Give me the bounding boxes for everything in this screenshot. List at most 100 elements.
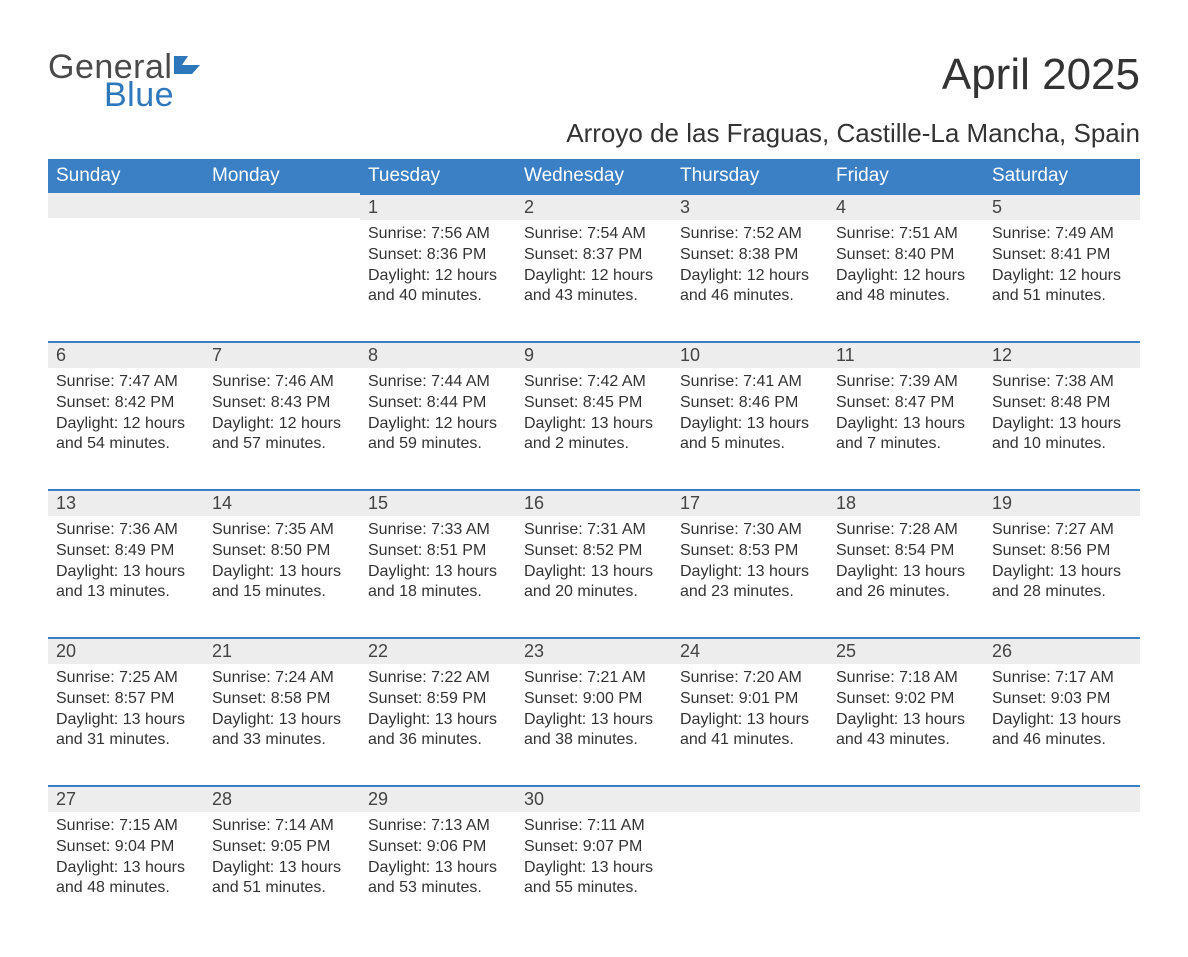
sunrise-line: Sunrise: 7:11 AM: [524, 816, 664, 837]
daylight-line: Daylight: 12 hours and 48 minutes.: [836, 266, 976, 308]
day-details: Sunrise: 7:44 AMSunset: 8:44 PMDaylight:…: [360, 368, 516, 471]
sunset-line: Sunset: 8:37 PM: [524, 245, 664, 266]
sunrise-line: Sunrise: 7:47 AM: [56, 372, 196, 393]
daylight-line: Daylight: 13 hours and 18 minutes.: [368, 562, 508, 604]
sunrise-line: Sunrise: 7:44 AM: [368, 372, 508, 393]
daylight-line: Daylight: 13 hours and 48 minutes.: [56, 858, 196, 900]
calendar-week-row: 20Sunrise: 7:25 AMSunset: 8:57 PMDayligh…: [48, 637, 1140, 769]
sunrise-line: Sunrise: 7:25 AM: [56, 668, 196, 689]
day-details: Sunrise: 7:46 AMSunset: 8:43 PMDaylight:…: [204, 368, 360, 471]
weekday-header: Tuesday: [360, 159, 516, 193]
day-number-row: [48, 193, 204, 218]
calendar-week-row: 27Sunrise: 7:15 AMSunset: 9:04 PMDayligh…: [48, 785, 1140, 917]
calendar-day-cell: 24Sunrise: 7:20 AMSunset: 9:01 PMDayligh…: [672, 637, 828, 769]
sunset-line: Sunset: 9:04 PM: [56, 837, 196, 858]
daylight-line: Daylight: 13 hours and 51 minutes.: [212, 858, 352, 900]
day-number-row: 22: [360, 637, 516, 664]
sunrise-line: Sunrise: 7:41 AM: [680, 372, 820, 393]
day-number-row: [828, 785, 984, 812]
calendar-day-cell: 19Sunrise: 7:27 AMSunset: 8:56 PMDayligh…: [984, 489, 1140, 621]
day-details: Sunrise: 7:39 AMSunset: 8:47 PMDaylight:…: [828, 368, 984, 471]
sunrise-line: Sunrise: 7:42 AM: [524, 372, 664, 393]
day-number-row: 19: [984, 489, 1140, 516]
day-number-row: 18: [828, 489, 984, 516]
day-number-row: 4: [828, 193, 984, 220]
weekday-header: Thursday: [672, 159, 828, 193]
day-details: Sunrise: 7:21 AMSunset: 9:00 PMDaylight:…: [516, 664, 672, 767]
day-details: Sunrise: 7:42 AMSunset: 8:45 PMDaylight:…: [516, 368, 672, 471]
day-details: Sunrise: 7:52 AMSunset: 8:38 PMDaylight:…: [672, 220, 828, 323]
day-number-row: 8: [360, 341, 516, 368]
calendar-day-cell: 4Sunrise: 7:51 AMSunset: 8:40 PMDaylight…: [828, 193, 984, 325]
sunrise-line: Sunrise: 7:14 AM: [212, 816, 352, 837]
sunset-line: Sunset: 8:56 PM: [992, 541, 1132, 562]
sunrise-line: Sunrise: 7:54 AM: [524, 224, 664, 245]
day-details: Sunrise: 7:20 AMSunset: 9:01 PMDaylight:…: [672, 664, 828, 767]
sunrise-line: Sunrise: 7:36 AM: [56, 520, 196, 541]
calendar-day-cell: 21Sunrise: 7:24 AMSunset: 8:58 PMDayligh…: [204, 637, 360, 769]
day-number-row: 28: [204, 785, 360, 812]
week-spacer: [48, 325, 1140, 341]
calendar-day-cell: 13Sunrise: 7:36 AMSunset: 8:49 PMDayligh…: [48, 489, 204, 621]
sunrise-line: Sunrise: 7:38 AM: [992, 372, 1132, 393]
weekday-header: Sunday: [48, 159, 204, 193]
daylight-line: Daylight: 12 hours and 54 minutes.: [56, 414, 196, 456]
brand-flag-icon: [174, 52, 204, 78]
calendar-day-cell: 22Sunrise: 7:22 AMSunset: 8:59 PMDayligh…: [360, 637, 516, 769]
sunset-line: Sunset: 9:01 PM: [680, 689, 820, 710]
daylight-line: Daylight: 13 hours and 26 minutes.: [836, 562, 976, 604]
calendar-body: 1Sunrise: 7:56 AMSunset: 8:36 PMDaylight…: [48, 193, 1140, 917]
day-details: Sunrise: 7:49 AMSunset: 8:41 PMDaylight:…: [984, 220, 1140, 323]
day-number-row: 14: [204, 489, 360, 516]
calendar-day-cell: 27Sunrise: 7:15 AMSunset: 9:04 PMDayligh…: [48, 785, 204, 917]
calendar-day-cell: 18Sunrise: 7:28 AMSunset: 8:54 PMDayligh…: [828, 489, 984, 621]
day-number-row: 27: [48, 785, 204, 812]
daylight-line: Daylight: 13 hours and 13 minutes.: [56, 562, 196, 604]
brand-logo: General Blue: [48, 50, 204, 112]
sunrise-line: Sunrise: 7:52 AM: [680, 224, 820, 245]
calendar-day-cell: [204, 193, 360, 325]
day-number-row: 30: [516, 785, 672, 812]
calendar-day-cell: [672, 785, 828, 917]
sunrise-line: Sunrise: 7:51 AM: [836, 224, 976, 245]
daylight-line: Daylight: 12 hours and 51 minutes.: [992, 266, 1132, 308]
day-number-row: 1: [360, 193, 516, 220]
day-number-row: 10: [672, 341, 828, 368]
sunset-line: Sunset: 8:58 PM: [212, 689, 352, 710]
weekday-header: Friday: [828, 159, 984, 193]
day-number-row: 6: [48, 341, 204, 368]
calendar-day-cell: 20Sunrise: 7:25 AMSunset: 8:57 PMDayligh…: [48, 637, 204, 769]
sunrise-line: Sunrise: 7:49 AM: [992, 224, 1132, 245]
daylight-line: Daylight: 13 hours and 28 minutes.: [992, 562, 1132, 604]
day-details: Sunrise: 7:17 AMSunset: 9:03 PMDaylight:…: [984, 664, 1140, 767]
daylight-line: Daylight: 12 hours and 57 minutes.: [212, 414, 352, 456]
page-title: April 2025: [942, 50, 1140, 100]
day-details: Sunrise: 7:30 AMSunset: 8:53 PMDaylight:…: [672, 516, 828, 619]
calendar-day-cell: [48, 193, 204, 325]
daylight-line: Daylight: 12 hours and 46 minutes.: [680, 266, 820, 308]
day-number-row: 25: [828, 637, 984, 664]
sunrise-line: Sunrise: 7:46 AM: [212, 372, 352, 393]
location-subtitle: Arroyo de las Fraguas, Castille-La Manch…: [48, 118, 1140, 149]
sunrise-line: Sunrise: 7:39 AM: [836, 372, 976, 393]
sunset-line: Sunset: 9:05 PM: [212, 837, 352, 858]
sunset-line: Sunset: 8:51 PM: [368, 541, 508, 562]
day-details: Sunrise: 7:24 AMSunset: 8:58 PMDaylight:…: [204, 664, 360, 767]
sunset-line: Sunset: 8:43 PM: [212, 393, 352, 414]
day-number-row: 5: [984, 193, 1140, 220]
calendar-day-cell: [828, 785, 984, 917]
daylight-line: Daylight: 13 hours and 7 minutes.: [836, 414, 976, 456]
weekday-header: Saturday: [984, 159, 1140, 193]
calendar-day-cell: 14Sunrise: 7:35 AMSunset: 8:50 PMDayligh…: [204, 489, 360, 621]
calendar-day-cell: 5Sunrise: 7:49 AMSunset: 8:41 PMDaylight…: [984, 193, 1140, 325]
sunset-line: Sunset: 9:07 PM: [524, 837, 664, 858]
week-spacer: [48, 621, 1140, 637]
day-number-row: 20: [48, 637, 204, 664]
calendar-table: SundayMondayTuesdayWednesdayThursdayFrid…: [48, 159, 1140, 917]
calendar-week-row: 6Sunrise: 7:47 AMSunset: 8:42 PMDaylight…: [48, 341, 1140, 473]
daylight-line: Daylight: 13 hours and 20 minutes.: [524, 562, 664, 604]
day-number-row: 29: [360, 785, 516, 812]
sunset-line: Sunset: 8:41 PM: [992, 245, 1132, 266]
day-number-row: 9: [516, 341, 672, 368]
daylight-line: Daylight: 12 hours and 40 minutes.: [368, 266, 508, 308]
